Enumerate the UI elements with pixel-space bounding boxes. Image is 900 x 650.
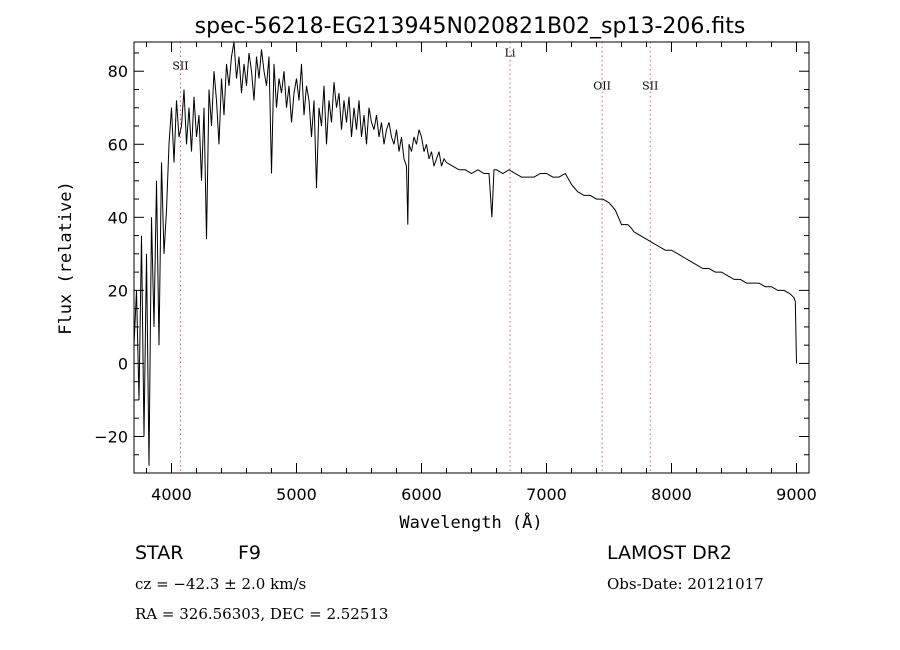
x-tick-label: 6000	[401, 485, 442, 504]
x-tick-label: 5000	[276, 485, 317, 504]
x-axis: 4000 5000 6000 7000 8000 9000	[146, 42, 817, 504]
x-tick-label: 7000	[526, 485, 567, 504]
y-axis: −20 0 20 40 60 80	[94, 52, 809, 474]
survey-name: LAMOST DR2	[607, 542, 732, 564]
object-class: STAR	[135, 542, 183, 564]
x-tick-label: 4000	[151, 485, 192, 504]
y-tick-label: 20	[108, 281, 128, 300]
y-axis-label: Flux (relative)	[56, 181, 76, 335]
chart-title: spec-56218-EG213945N020821B02_sp13-206.f…	[195, 14, 746, 39]
x-tick-label: 9000	[776, 485, 817, 504]
spectral-line-label: SII	[172, 59, 188, 72]
spectral-line-label: OII	[593, 79, 611, 92]
x-axis-label: Wavelength (Å)	[399, 511, 542, 533]
y-tick-label: 0	[118, 354, 128, 373]
x-tick-label: 8000	[651, 485, 692, 504]
object-subclass: F9	[238, 542, 261, 564]
y-tick-label: 60	[108, 135, 128, 154]
spectral-line-label: SII	[642, 79, 658, 92]
y-tick-label: 80	[108, 62, 128, 81]
spectral-line-markers: SII Li OII SII	[172, 42, 658, 473]
ra-dec: RA = 326.56303, DEC = 2.52513	[135, 605, 388, 623]
y-tick-label: −20	[94, 427, 128, 446]
y-tick-label: 40	[108, 208, 128, 227]
plot-frame	[133, 41, 810, 474]
series-line	[133, 41, 797, 466]
observation-date: Obs-Date: 20121017	[607, 575, 764, 593]
spectral-line-label: Li	[505, 47, 516, 60]
redshift-cz: cz = −42.3 ± 2.0 km/s	[135, 575, 306, 593]
